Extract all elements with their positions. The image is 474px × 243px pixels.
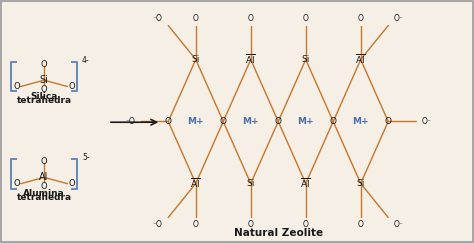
Text: $\overline{\rm Al}$: $\overline{\rm Al}$ (356, 52, 366, 67)
Text: Natural Zeolite: Natural Zeolite (234, 228, 323, 238)
Text: Alumina: Alumina (23, 189, 65, 198)
Text: Si: Si (40, 75, 48, 85)
Text: O: O (68, 82, 75, 91)
Text: M+: M+ (352, 117, 369, 126)
Text: ⁻O: ⁻O (125, 117, 135, 126)
Text: O: O (358, 14, 364, 23)
Text: O: O (41, 182, 47, 191)
Text: $\overline{\rm Al}$: $\overline{\rm Al}$ (301, 176, 311, 191)
Text: O: O (193, 14, 199, 23)
Text: Si: Si (191, 55, 200, 64)
Text: O: O (13, 179, 20, 188)
Text: Al: Al (39, 172, 49, 182)
Text: ⁻O: ⁻O (153, 14, 163, 23)
Text: O: O (330, 117, 337, 126)
Text: O: O (165, 117, 172, 126)
Text: O: O (41, 157, 47, 166)
Text: O: O (68, 179, 75, 188)
Text: ⁻O: ⁻O (153, 220, 163, 229)
Text: O⁻: O⁻ (394, 220, 404, 229)
Text: O: O (275, 117, 282, 126)
Text: O: O (248, 220, 254, 229)
Text: O: O (385, 117, 392, 126)
Text: M+: M+ (242, 117, 259, 126)
Text: M+: M+ (297, 117, 314, 126)
Text: O: O (193, 220, 199, 229)
Text: tetrahedra: tetrahedra (17, 193, 72, 202)
Text: $\overline{\rm Al}$: $\overline{\rm Al}$ (246, 52, 256, 67)
Text: 4-: 4- (82, 56, 90, 65)
Text: O⁻: O⁻ (421, 117, 431, 126)
Text: O: O (303, 14, 309, 23)
Text: Silica: Silica (30, 92, 58, 101)
Text: O: O (303, 220, 309, 229)
Text: O: O (41, 60, 47, 69)
Text: O: O (13, 82, 20, 91)
Text: O: O (41, 85, 47, 94)
Text: tetrahedra: tetrahedra (17, 96, 72, 105)
Text: Si: Si (301, 55, 310, 64)
Text: 5-: 5- (82, 153, 90, 162)
Text: O: O (220, 117, 227, 126)
Text: O: O (358, 220, 364, 229)
Text: $\overline{\rm Al}$: $\overline{\rm Al}$ (191, 176, 201, 191)
Text: O⁻: O⁻ (394, 14, 404, 23)
Text: Si: Si (356, 179, 365, 188)
Text: M+: M+ (187, 117, 204, 126)
Text: O: O (248, 14, 254, 23)
Text: Si: Si (246, 179, 255, 188)
